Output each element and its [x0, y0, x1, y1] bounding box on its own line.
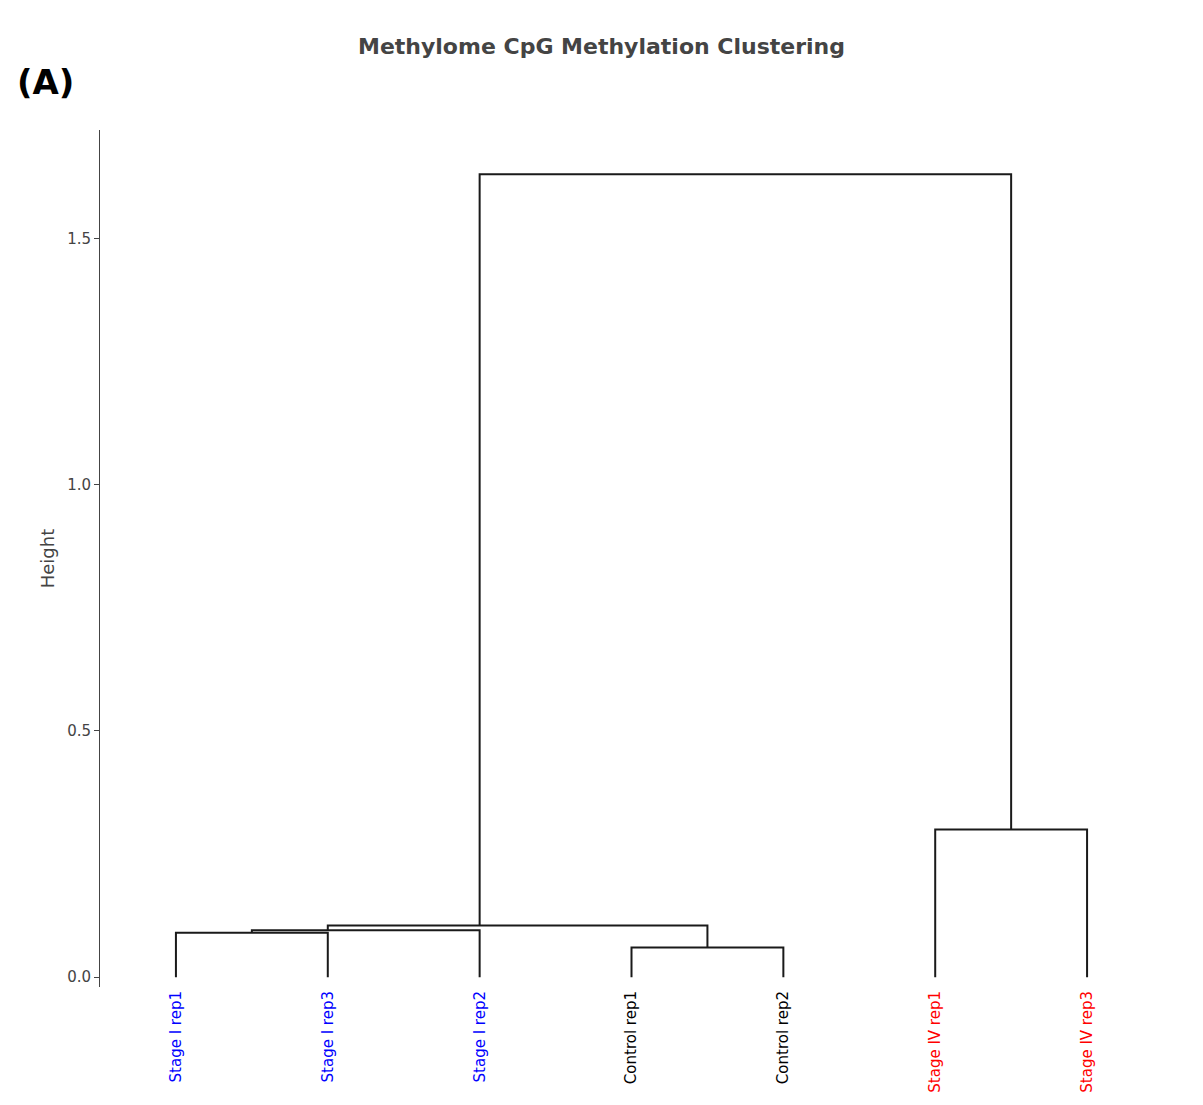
svg-text:Methylome CpG Methylation Clus: Methylome CpG Methylation Clustering — [358, 34, 845, 59]
svg-text:Stage I rep1: Stage I rep1 — [167, 991, 185, 1082]
svg-text:Stage I rep3: Stage I rep3 — [319, 991, 337, 1082]
svg-text:Height: Height — [37, 529, 58, 589]
svg-text:Stage I rep2: Stage I rep2 — [471, 991, 489, 1082]
svg-text:1.5: 1.5 — [67, 230, 91, 248]
svg-text:Stage IV rep1: Stage IV rep1 — [926, 991, 944, 1093]
svg-text:(A): (A) — [17, 62, 74, 102]
svg-text:Control rep1: Control rep1 — [622, 991, 640, 1084]
svg-text:Control rep2: Control rep2 — [774, 991, 792, 1084]
svg-text:0.5: 0.5 — [67, 722, 91, 740]
svg-text:0.0: 0.0 — [67, 968, 91, 986]
svg-text:Stage IV rep3: Stage IV rep3 — [1078, 991, 1096, 1093]
svg-text:1.0: 1.0 — [67, 476, 91, 494]
